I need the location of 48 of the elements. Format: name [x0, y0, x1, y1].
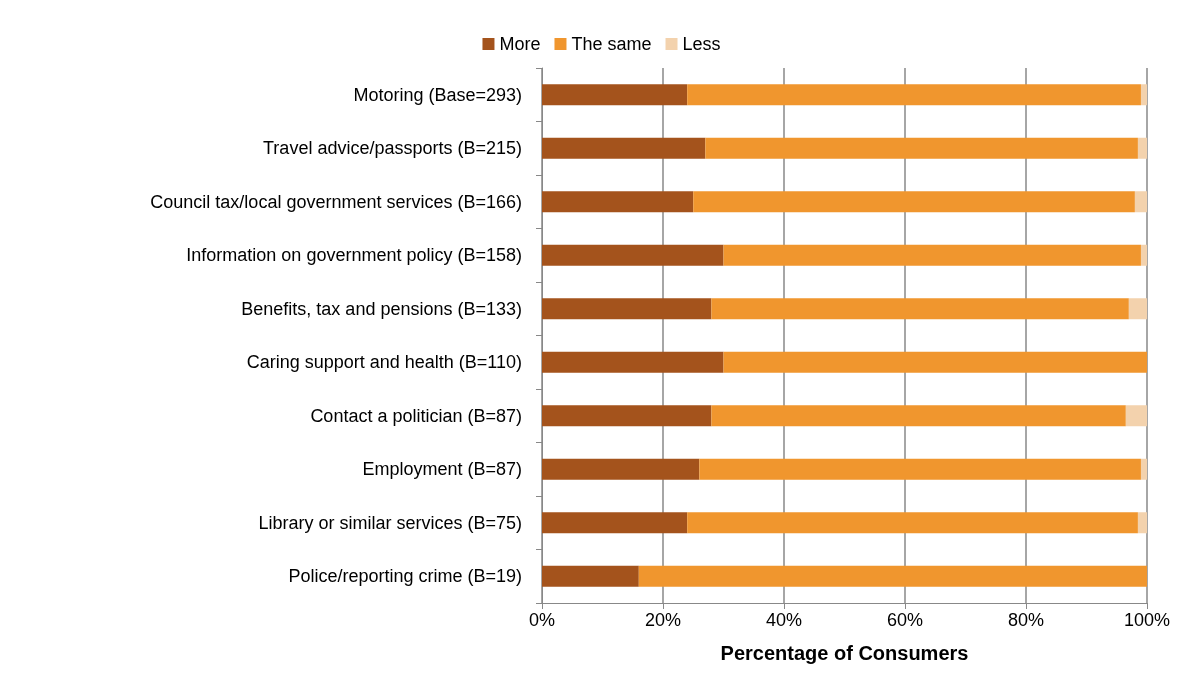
bar [1140, 458, 1147, 480]
y-tick-label: Contact a politician (B=87) [310, 405, 522, 426]
bar [723, 351, 1147, 373]
bar [693, 191, 1135, 213]
x-axis-title: Percentage of Consumers [720, 642, 969, 664]
bar [542, 84, 688, 106]
x-tick-label: 40% [765, 610, 803, 630]
bar [542, 298, 712, 320]
x-tick-label: 0% [528, 610, 556, 630]
x-tick-label: 80% [1007, 610, 1045, 630]
y-tick-label: Library or similar services (B=75) [258, 512, 522, 533]
bar [1137, 137, 1147, 159]
bar [711, 405, 1126, 427]
bar [542, 405, 712, 427]
bar [687, 84, 1141, 106]
legend-label: Less [682, 34, 721, 54]
bar [542, 458, 700, 480]
bar [1137, 512, 1147, 534]
bar [1125, 405, 1147, 427]
bar [711, 298, 1129, 320]
bar [705, 137, 1138, 159]
bar [542, 565, 639, 587]
legend-label: More [499, 34, 541, 54]
bar [699, 458, 1141, 480]
bar [542, 351, 724, 373]
bar [542, 244, 724, 266]
x-tick-label: 60% [886, 610, 924, 630]
y-tick-label: Council tax/local government services (B=166) [150, 191, 522, 212]
x-tick-label: 100% [1123, 610, 1171, 630]
y-tick-label: Travel advice/passports (B=215) [263, 138, 522, 159]
bar [542, 137, 706, 159]
bar [542, 191, 694, 213]
bar [1128, 298, 1147, 320]
y-tick-label: Police/reporting crime (B=19) [288, 566, 522, 587]
bar [1140, 244, 1147, 266]
y-tick-label: Caring support and health (B=110) [246, 352, 522, 373]
bar [1134, 191, 1147, 213]
y-tick-label: Benefits, tax and pensions (B=133) [241, 298, 522, 319]
bar [687, 512, 1138, 534]
legend-label: The same [571, 34, 652, 54]
bar [723, 244, 1141, 266]
y-tick-label: Employment (B=87) [362, 459, 522, 480]
y-tick-label: Information on government policy (B=158) [186, 245, 522, 266]
bar [638, 565, 1147, 587]
bar [542, 512, 688, 534]
bar [1140, 84, 1147, 106]
x-tick-label: 20% [644, 610, 682, 630]
y-tick-label: Motoring (Base=293) [353, 84, 522, 105]
